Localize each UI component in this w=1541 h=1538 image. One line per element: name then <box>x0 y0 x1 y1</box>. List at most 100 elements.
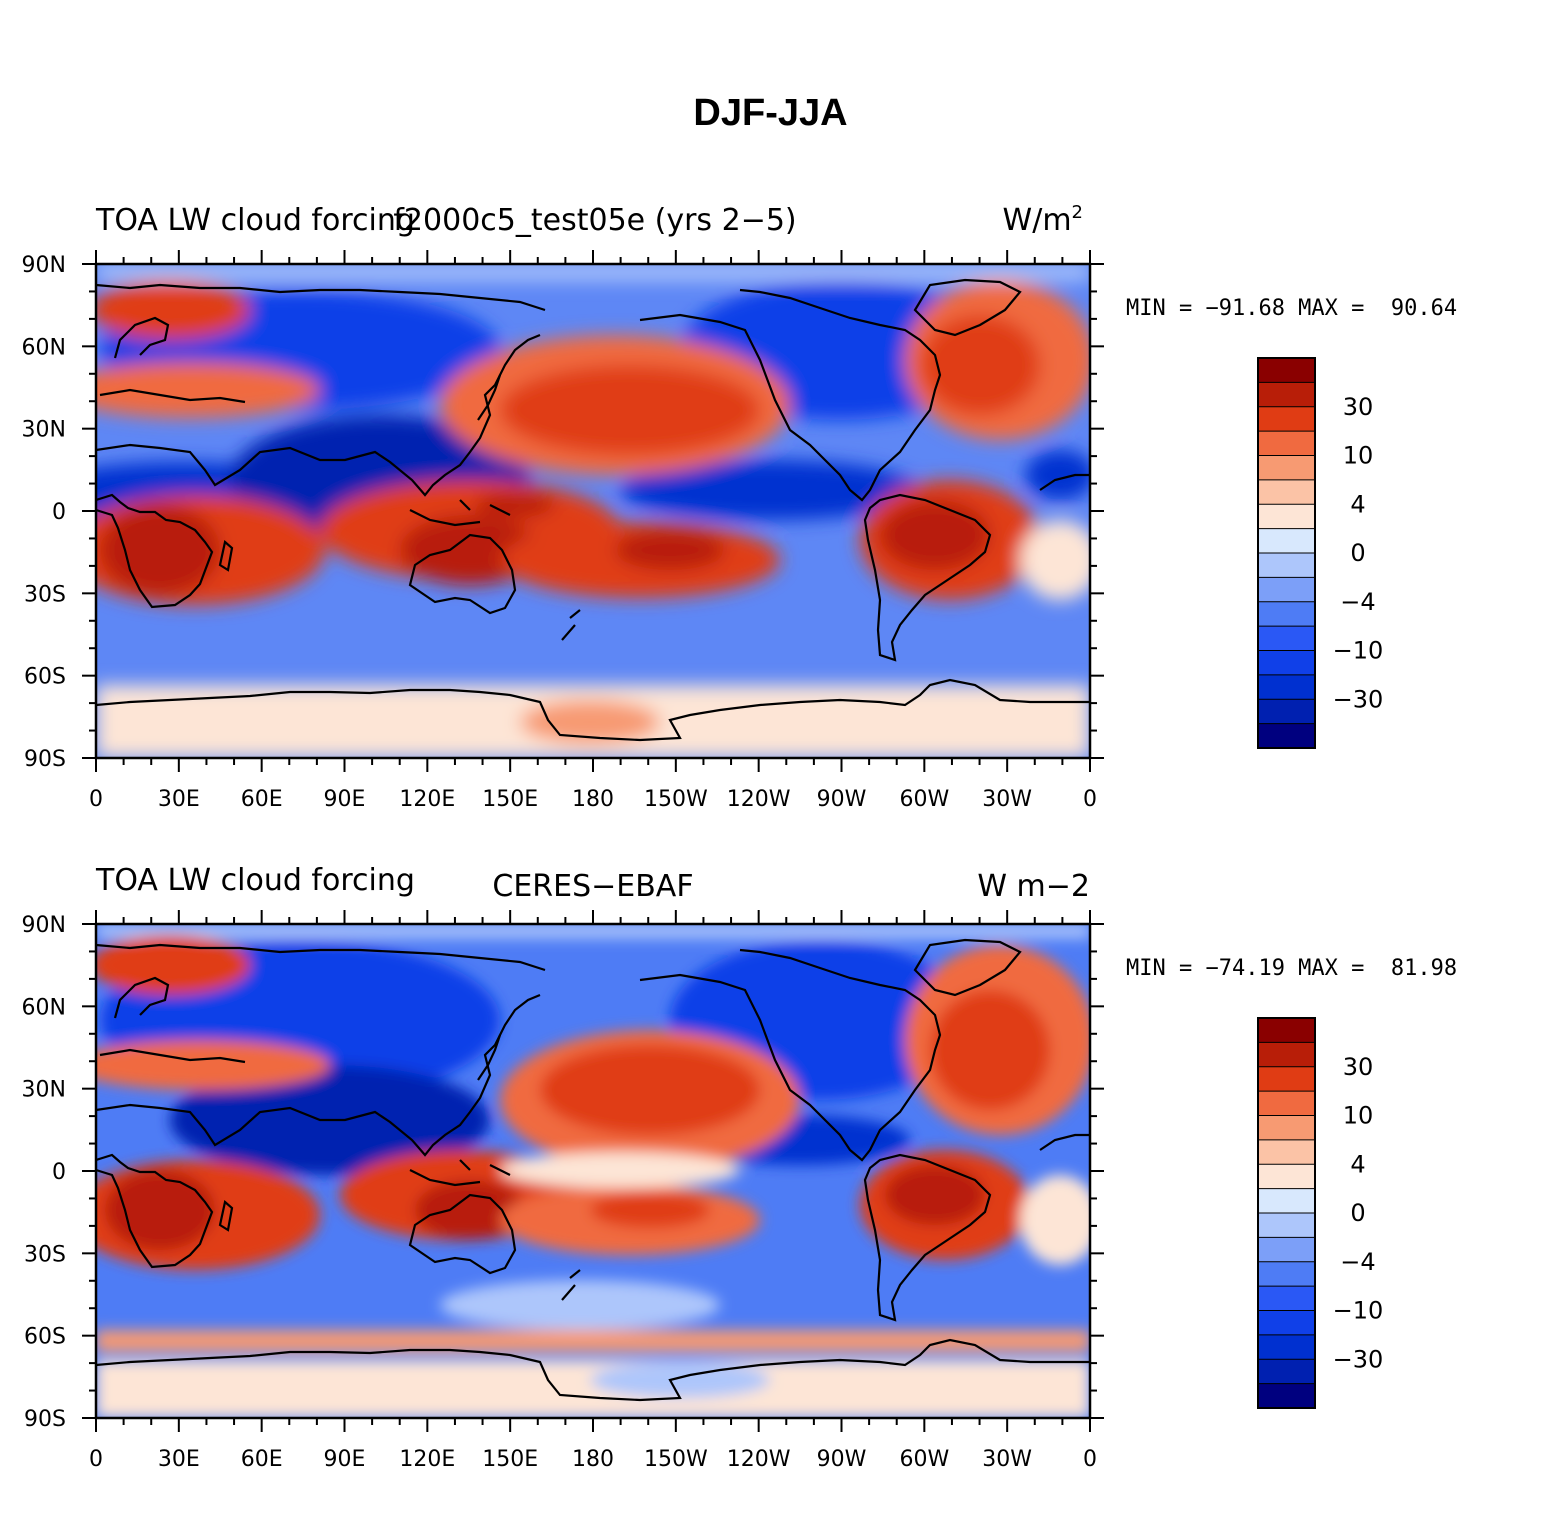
colorbar-label: −4 <box>1340 1248 1375 1276</box>
colorbar-label: 10 <box>1343 442 1374 470</box>
y-tick-label: 30N <box>22 418 66 443</box>
colorbar-swatch <box>1257 455 1316 481</box>
coast-madagascar <box>218 1199 234 1232</box>
x-tick-label: 150E <box>482 787 538 812</box>
colorbar-swatch <box>1257 674 1316 701</box>
x-tick-label: 60W <box>899 1447 949 1472</box>
map-field <box>96 264 1090 758</box>
colorbar-swatch <box>1257 1261 1316 1288</box>
colorbar-swatch <box>1257 625 1316 652</box>
panel-units: W/m2 <box>1003 202 1083 238</box>
figure-title: DJF-JJA <box>693 92 848 134</box>
colorbar-swatch <box>1257 528 1316 554</box>
colorbar-swatch <box>1257 479 1316 506</box>
panel-left-title: TOA LW cloud forcing <box>95 203 415 238</box>
coast-japan <box>477 374 502 421</box>
colorbar-swatch <box>1257 357 1316 384</box>
x-tick-label: 180 <box>572 787 614 812</box>
x-tick-label: 120E <box>399 1447 455 1472</box>
x-tick-label: 30E <box>158 1447 200 1472</box>
x-tick-label: 60E <box>241 787 283 812</box>
coast-mediterranean <box>99 388 246 404</box>
colorbar-label: 4 <box>1350 490 1365 518</box>
x-tick-label: 120W <box>727 1447 791 1472</box>
x-tick-label: 0 <box>89 787 103 812</box>
units-text: W m−2 <box>977 869 1090 904</box>
colorbar-swatch <box>1257 1066 1316 1093</box>
coast-west-africa <box>1039 473 1090 491</box>
y-tick-label: 60S <box>24 665 66 690</box>
coast-indonesia <box>409 499 511 527</box>
colorbar-label: −30 <box>1333 1345 1384 1373</box>
colorbar-swatch <box>1257 1188 1316 1214</box>
colorbar-label: 4 <box>1350 1150 1365 1178</box>
colorbar-swatch <box>1257 381 1316 408</box>
colorbar-swatch <box>1257 1090 1316 1117</box>
coastlines <box>96 938 1090 1402</box>
x-tick-label: 120W <box>727 787 791 812</box>
map-field <box>96 924 1090 1418</box>
coast-madagascar <box>218 539 234 572</box>
y-tick-label: 90S <box>24 1407 66 1432</box>
x-axis-labels: 0 30E 60E 90E 120E 150E 180 150W 120W 90W 60W 30W 0 <box>89 1447 1097 1472</box>
colorbar-swatch <box>1257 503 1316 530</box>
x-tick-label: 60W <box>899 787 949 812</box>
x-tick-label: 150E <box>482 1447 538 1472</box>
coast-mediterranean <box>99 1048 246 1064</box>
y-tick-label: 90S <box>24 747 66 772</box>
coast-greenland <box>913 938 1022 997</box>
y-tick-label: 90N <box>22 913 66 938</box>
y-axis-labels: 90N 60N 30N 0 30S 60S 90S <box>22 253 66 772</box>
coast-antarctica <box>96 678 1090 742</box>
x-tick-label: 30E <box>158 787 200 812</box>
y-tick-label: 60N <box>22 995 66 1020</box>
coast-eurasia-north <box>96 943 546 972</box>
x-tick-label: 30W <box>982 1447 1032 1472</box>
coast-north-america <box>639 288 942 502</box>
coast-japan <box>477 1034 502 1081</box>
x-tick-label: 120E <box>399 787 455 812</box>
coast-indonesia <box>409 1159 511 1187</box>
axis-ticks <box>82 250 1104 772</box>
colorbar-swatch <box>1257 650 1316 676</box>
coast-africa <box>96 493 214 609</box>
colorbar: 30 10 4 0 −4 −10 −30 <box>1257 357 1384 749</box>
colorbar: 30 10 4 0 −4 −10 −30 <box>1257 1017 1384 1409</box>
colorbar-swatch <box>1257 1041 1316 1068</box>
colorbar-swatch <box>1257 576 1316 603</box>
colorbar-swatch <box>1257 1358 1316 1385</box>
x-tick-label: 90W <box>817 787 867 812</box>
coast-australia <box>408 1193 517 1275</box>
x-tick-label: 0 <box>89 1447 103 1472</box>
x-axis-labels: 0 30E 60E 90E 120E 150E 180 150W 120W 90W 60W 30W 0 <box>89 787 1097 812</box>
axis-ticks <box>82 910 1104 1432</box>
coast-australia <box>408 533 517 615</box>
colorbar-swatch <box>1257 406 1316 433</box>
y-tick-label: 30S <box>24 582 66 607</box>
colorbar-label: −30 <box>1333 685 1384 713</box>
panel-left-title: TOA LW cloud forcing <box>95 863 415 898</box>
coast-south-america <box>863 1153 992 1322</box>
coast-new-zealand <box>561 1269 581 1301</box>
coast-west-africa <box>1039 1133 1090 1151</box>
coast-greenland <box>913 278 1022 337</box>
coast-antarctica <box>96 1338 1090 1402</box>
coast-north-america <box>639 948 942 1162</box>
coast-eurasia-north <box>96 283 546 312</box>
y-tick-label: 90N <box>22 253 66 278</box>
colorbar-label: 30 <box>1343 393 1374 421</box>
x-tick-label: 60E <box>241 1447 283 1472</box>
panel-center-title: f2000c5_test05e (yrs 2−5) <box>393 203 796 238</box>
coast-scandinavia <box>113 316 170 359</box>
colorbar-label: 0 <box>1350 1199 1365 1227</box>
x-tick-label: 90E <box>324 787 366 812</box>
y-tick-label: 0 <box>52 1160 66 1185</box>
colorbar-swatch <box>1257 552 1316 579</box>
colorbar-label: −10 <box>1333 1297 1384 1325</box>
colorbar-swatch <box>1257 1115 1316 1141</box>
y-tick-label: 30S <box>24 1242 66 1267</box>
units-superscript: 2 <box>1072 202 1083 223</box>
colorbar-label: −10 <box>1333 637 1384 665</box>
colorbar-swatch <box>1257 601 1316 628</box>
x-tick-label: 150W <box>644 787 708 812</box>
